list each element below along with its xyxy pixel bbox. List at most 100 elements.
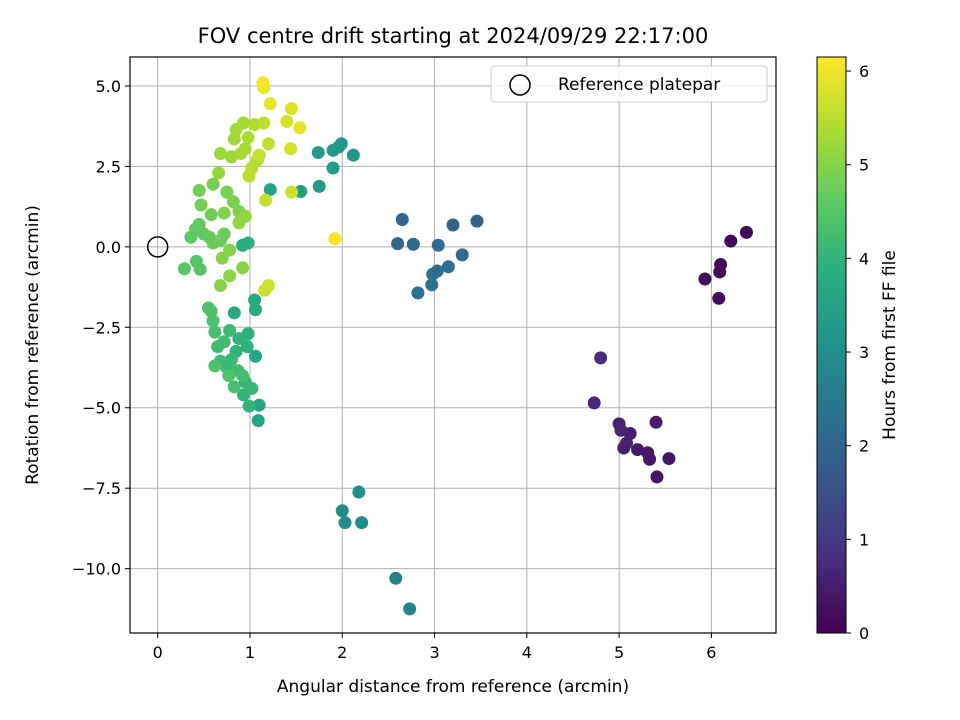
data-point (217, 227, 231, 241)
data-point (208, 325, 222, 339)
data-point (649, 415, 663, 429)
colorbar-tick-label: 3 (859, 343, 869, 362)
data-point (217, 206, 231, 220)
data-point (263, 97, 277, 111)
data-point (338, 516, 352, 530)
colorbar-tick-label: 0 (859, 624, 869, 643)
data-point (446, 218, 460, 232)
data-point (227, 306, 241, 320)
y-tick-label: −7.5 (82, 479, 121, 498)
legend-entry: Reference platepar (558, 75, 720, 95)
x-tick-label: 0 (153, 643, 163, 662)
data-point (411, 286, 425, 300)
data-point (284, 142, 298, 156)
chart-title: FOV centre drift starting at 2024/09/29 … (198, 24, 709, 48)
data-point (227, 132, 241, 146)
x-tick-label: 1 (245, 643, 255, 662)
x-tick-label: 5 (614, 643, 624, 662)
data-point (204, 208, 218, 222)
colorbar-ticks: 0 1 2 3 4 5 6 (846, 62, 869, 643)
data-point (211, 340, 225, 354)
data-point (194, 198, 208, 212)
data-point (212, 166, 226, 180)
data-point (285, 101, 298, 115)
data-point (242, 399, 256, 413)
data-point (430, 264, 444, 278)
data-point (587, 396, 601, 410)
data-point (403, 602, 417, 616)
data-point (332, 140, 346, 154)
colorbar-tick-label: 5 (859, 156, 869, 175)
data-point (698, 272, 712, 286)
data-point (208, 359, 222, 373)
data-point (236, 261, 250, 275)
colorbar-tick-label: 2 (859, 437, 869, 456)
data-point (713, 265, 727, 279)
colorbar-tick-label: 6 (859, 62, 869, 81)
data-point (256, 76, 270, 90)
data-point (294, 185, 308, 199)
colorbar-tick-label: 1 (859, 530, 869, 549)
y-tick-label: −10.0 (72, 560, 121, 579)
legend-box (490, 65, 768, 103)
data-point (335, 504, 349, 518)
data-point (240, 340, 254, 354)
data-point (425, 278, 439, 292)
y-axis-ticks: 5.0 2.5 0.0 −2.5 −5.0 −7.5 −10.0 (72, 77, 130, 579)
data-point (326, 161, 340, 175)
data-point (406, 237, 420, 251)
data-point (312, 179, 326, 193)
data-point (238, 209, 252, 223)
data-point (614, 423, 628, 437)
data-point (201, 301, 215, 315)
data-point (739, 225, 753, 239)
data-point (248, 293, 262, 307)
data-point (193, 262, 207, 276)
data-point (263, 183, 277, 197)
data-point (242, 169, 256, 183)
data-point (455, 248, 469, 262)
plot-area (129, 56, 777, 634)
x-tick-label: 4 (522, 643, 532, 662)
data-point (259, 193, 273, 207)
data-point (285, 185, 298, 199)
data-point (724, 234, 738, 248)
y-tick-label: 2.5 (96, 157, 121, 176)
legend: Reference platepar (490, 65, 768, 103)
data-point (249, 349, 263, 363)
data-point (252, 398, 266, 412)
data-point (220, 185, 234, 199)
data-point (227, 380, 241, 394)
data-points (177, 76, 753, 616)
data-point (293, 121, 307, 135)
data-point (619, 436, 633, 450)
data-point (395, 213, 409, 227)
data-point (213, 278, 227, 292)
data-point (470, 214, 484, 228)
reference-platepar-marker (146, 236, 169, 258)
data-point (213, 147, 227, 161)
data-point (245, 381, 259, 395)
data-point (431, 238, 445, 252)
colorbar-tick-label: 4 (859, 249, 869, 268)
y-tick-label: −5.0 (82, 399, 121, 418)
colorbar-label: Hours from first FF file (880, 250, 900, 440)
data-point (441, 260, 455, 274)
data-point (241, 236, 255, 250)
data-point (257, 116, 271, 130)
data-point (237, 116, 251, 130)
data-point (346, 148, 360, 162)
data-point (355, 516, 369, 530)
data-point (226, 195, 240, 209)
data-point (223, 269, 237, 283)
data-point (712, 291, 726, 305)
data-point (223, 324, 237, 338)
data-point (177, 262, 191, 276)
data-point (261, 137, 275, 151)
data-point (594, 351, 608, 365)
y-tick-label: −2.5 (82, 318, 121, 337)
colorbar-gradient (816, 56, 847, 634)
data-point (352, 485, 366, 499)
